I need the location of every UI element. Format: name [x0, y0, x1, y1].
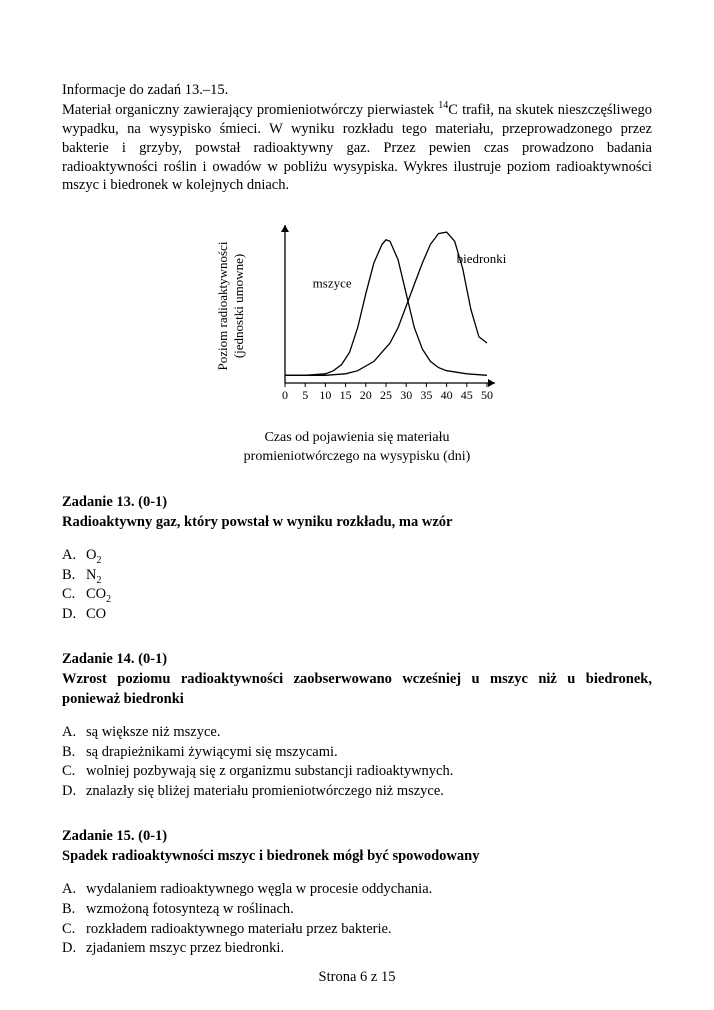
option-letter: D.	[62, 782, 86, 802]
page-number: Strona 6 z 15	[0, 969, 714, 986]
task-15-option-d: D.zjadaniem mszyc przez biedronki.	[62, 939, 652, 959]
option-letter: A.	[62, 546, 86, 566]
chart-container: 05 10 15 20 25 30 35 40 45 50 mszyce biedronki Pozio…	[62, 219, 652, 419]
task-15-option-c: C.rozkładem radioaktywnego materiału prz…	[62, 920, 652, 940]
option-text: wzmożoną fotosyntezą w roślinach.	[86, 900, 294, 920]
task-13-option-c: C. CO2	[62, 585, 652, 605]
radioactivity-chart: 05 10 15 20 25 30 35 40 45 50 mszyce biedronki Pozio…	[207, 219, 507, 419]
option-formula-sub: 2	[106, 594, 111, 605]
option-letter: C.	[62, 920, 86, 940]
option-letter: C.	[62, 762, 86, 782]
svg-text:45: 45	[461, 388, 473, 402]
svg-text:50: 50	[481, 388, 493, 402]
option-formula-sub: 2	[96, 575, 101, 586]
svg-text:mszyce: mszyce	[313, 276, 352, 291]
task-14-option-c: C.wolniej pozbywają się z organizmu subs…	[62, 762, 652, 782]
task-15-stem: Spadek radioaktywności mszyc i biedronek…	[62, 847, 652, 867]
option-formula-pre: CO	[86, 586, 106, 602]
option-text: są drapieżnikami żywiącymi się mszycami.	[86, 743, 338, 763]
option-letter: B.	[62, 743, 86, 763]
info-body-before: Materiał organiczny zawierający promieni…	[62, 102, 438, 118]
option-text: N2	[86, 566, 101, 586]
option-letter: A.	[62, 880, 86, 900]
svg-text:30: 30	[400, 388, 412, 402]
task-14: Zadanie 14. (0-1) Wzrost poziomu radioak…	[62, 650, 652, 801]
svg-text:(jednostki umowne): (jednostki umowne)	[231, 254, 246, 358]
option-formula-pre: O	[86, 547, 96, 563]
info-heading: Informacje do zadań 13.–15.	[62, 82, 652, 99]
option-text: CO2	[86, 585, 111, 605]
task-14-title: Zadanie 14. (0-1)	[62, 650, 652, 670]
option-letter: D.	[62, 939, 86, 959]
option-formula-sub: 2	[96, 555, 101, 566]
svg-text:10: 10	[319, 388, 331, 402]
svg-text:20: 20	[360, 388, 372, 402]
exam-page: Informacje do zadań 13.–15. Materiał org…	[0, 0, 714, 1010]
svg-text:biedronki: biedronki	[457, 251, 507, 266]
isotope-symbol: C	[448, 102, 458, 118]
option-letter: A.	[62, 723, 86, 743]
info-body: Materiał organiczny zawierający promieni…	[62, 101, 652, 195]
svg-text:35: 35	[420, 388, 432, 402]
svg-text:15: 15	[340, 388, 352, 402]
chart-caption-line2: promieniotwórczego na wysypisku (dni)	[244, 449, 471, 464]
task-14-stem: Wzrost poziomu radioaktywności zaobserwo…	[62, 670, 652, 709]
chart-caption: Czas od pojawienia się materiału promien…	[62, 429, 652, 467]
task-15-title: Zadanie 15. (0-1)	[62, 827, 652, 847]
task-13-stem: Radioaktywny gaz, który powstał w wyniku…	[62, 513, 652, 533]
option-text: CO	[86, 605, 106, 625]
task-15-option-b: B.wzmożoną fotosyntezą w roślinach.	[62, 900, 652, 920]
task-13-option-d: D. CO	[62, 605, 652, 625]
option-text: są większe niż mszyce.	[86, 723, 220, 743]
task-14-option-b: B.są drapieżnikami żywiącymi się mszycam…	[62, 743, 652, 763]
option-text: rozkładem radioaktywnego materiału przez…	[86, 920, 392, 940]
option-letter: D.	[62, 605, 86, 625]
option-letter: C.	[62, 585, 86, 605]
option-formula-pre: N	[86, 567, 96, 583]
task-14-options: A.są większe niż mszyce. B.są drapieżnik…	[62, 723, 652, 801]
task-15-option-a: A.wydalaniem radioaktywnego węgla w proc…	[62, 880, 652, 900]
isotope-mass: 14	[438, 100, 448, 111]
option-letter: B.	[62, 900, 86, 920]
task-14-option-a: A.są większe niż mszyce.	[62, 723, 652, 743]
task-13-options: A. O2 B. N2 C. CO2 D. CO	[62, 546, 652, 624]
task-15-options: A.wydalaniem radioaktywnego węgla w proc…	[62, 880, 652, 958]
svg-text:5: 5	[302, 388, 308, 402]
option-text: zjadaniem mszyc przez biedronki.	[86, 939, 284, 959]
svg-text:40: 40	[441, 388, 453, 402]
task-13-title: Zadanie 13. (0-1)	[62, 493, 652, 513]
task-13-option-b: B. N2	[62, 566, 652, 586]
task-13-option-a: A. O2	[62, 546, 652, 566]
option-text: O2	[86, 546, 101, 566]
task-14-option-d: D.znalazły się bliżej materiału promieni…	[62, 782, 652, 802]
option-text: znalazły się bliżej materiału promieniot…	[86, 782, 444, 802]
svg-text:0: 0	[282, 388, 288, 402]
chart-caption-line1: Czas od pojawienia się materiału	[264, 430, 449, 445]
task-13: Zadanie 13. (0-1) Radioaktywny gaz, któr…	[62, 493, 652, 624]
task-15: Zadanie 15. (0-1) Spadek radioaktywności…	[62, 827, 652, 958]
option-text: wydalaniem radioaktywnego węgla w proces…	[86, 880, 432, 900]
option-text: wolniej pozbywają się z organizmu substa…	[86, 762, 453, 782]
svg-text:Poziom radioaktywności: Poziom radioaktywności	[215, 241, 230, 370]
option-formula-pre: CO	[86, 606, 106, 622]
option-letter: B.	[62, 566, 86, 586]
svg-text:25: 25	[380, 388, 392, 402]
